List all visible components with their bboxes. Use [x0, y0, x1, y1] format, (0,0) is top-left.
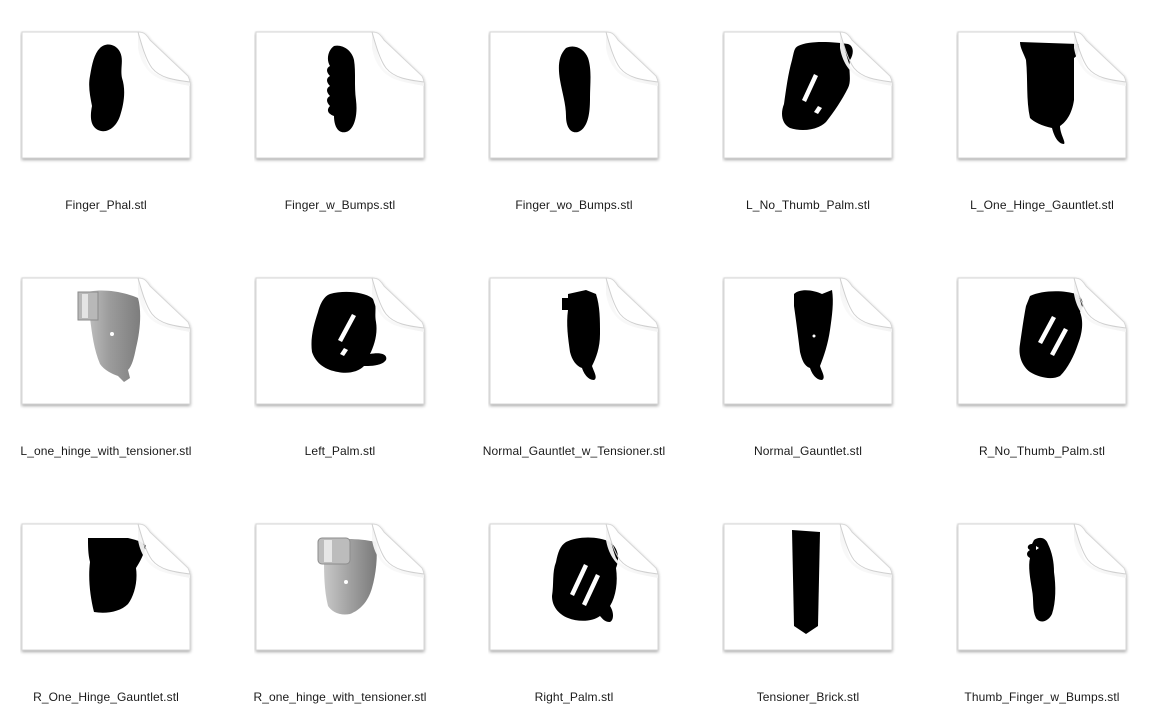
stl-file-icon[interactable]	[20, 276, 254, 436]
file-item[interactable]: Right_Palm.stl	[488, 522, 722, 704]
file-name-label[interactable]: Finger_w_Bumps.stl	[284, 198, 396, 212]
file-item[interactable]: Left_Palm.stl	[254, 276, 488, 458]
stl-file-icon[interactable]	[20, 522, 254, 682]
stl-file-icon[interactable]	[956, 30, 1150, 190]
file-item[interactable]: Finger_wo_Bumps.stl	[488, 30, 722, 212]
stl-file-icon[interactable]	[956, 522, 1150, 682]
file-item[interactable]: Finger_w_Bumps.stl	[254, 30, 488, 212]
file-item[interactable]: R_No_Thumb_Palm.stl	[956, 276, 1150, 458]
file-item[interactable]: Tensioner_Brick.stl	[722, 522, 956, 704]
file-item[interactable]: L_One_Hinge_Gauntlet.stl	[956, 30, 1150, 212]
stl-file-icon[interactable]	[20, 30, 254, 190]
stl-file-icon[interactable]	[956, 276, 1150, 436]
file-item[interactable]: Finger_Phal.stl	[20, 30, 254, 212]
stl-file-icon[interactable]	[488, 30, 722, 190]
file-name-label[interactable]: Finger_wo_Bumps.stl	[515, 198, 633, 212]
stl-file-icon[interactable]	[254, 276, 488, 436]
file-name-label[interactable]: Normal_Gauntlet_w_Tensioner.stl	[482, 444, 666, 458]
file-name-label[interactable]: R_one_hinge_with_tensioner.stl	[253, 690, 427, 704]
stl-file-icon[interactable]	[254, 522, 488, 682]
file-name-label[interactable]: R_No_Thumb_Palm.stl	[979, 444, 1105, 458]
file-name-label[interactable]: Finger_Phal.stl	[65, 198, 147, 212]
stl-file-icon[interactable]	[722, 30, 956, 190]
stl-file-icon[interactable]	[488, 522, 722, 682]
file-name-label[interactable]: L_One_Hinge_Gauntlet.stl	[970, 198, 1114, 212]
file-item[interactable]: Normal_Gauntlet_w_Tensioner.stl	[483, 276, 722, 458]
file-name-label[interactable]: L_one_hinge_with_tensioner.stl	[20, 444, 192, 458]
file-item[interactable]: Normal_Gauntlet.stl	[722, 276, 956, 458]
file-name-label[interactable]: Tensioner_Brick.stl	[756, 690, 860, 704]
file-item[interactable]: R_One_Hinge_Gauntlet.stl	[20, 522, 254, 704]
file-name-label[interactable]: L_No_Thumb_Palm.stl	[746, 198, 870, 212]
stl-file-icon[interactable]	[254, 30, 488, 190]
file-item[interactable]: L_No_Thumb_Palm.stl	[722, 30, 956, 212]
file-name-label[interactable]: Left_Palm.stl	[304, 444, 376, 458]
stl-file-icon[interactable]	[488, 276, 722, 436]
stl-file-icon[interactable]	[722, 522, 956, 682]
file-name-label[interactable]: Thumb_Finger_w_Bumps.stl	[964, 690, 1120, 704]
file-name-label[interactable]: Right_Palm.stl	[534, 690, 614, 704]
file-item[interactable]: R_one_hinge_with_tensioner.stl	[253, 522, 488, 704]
file-name-label[interactable]: Normal_Gauntlet.stl	[754, 444, 862, 458]
stl-file-icon[interactable]	[722, 276, 956, 436]
file-item[interactable]: Thumb_Finger_w_Bumps.stl	[956, 522, 1150, 704]
file-item[interactable]: L_one_hinge_with_tensioner.stl	[20, 276, 254, 458]
file-name-label[interactable]: R_One_Hinge_Gauntlet.stl	[33, 690, 179, 704]
